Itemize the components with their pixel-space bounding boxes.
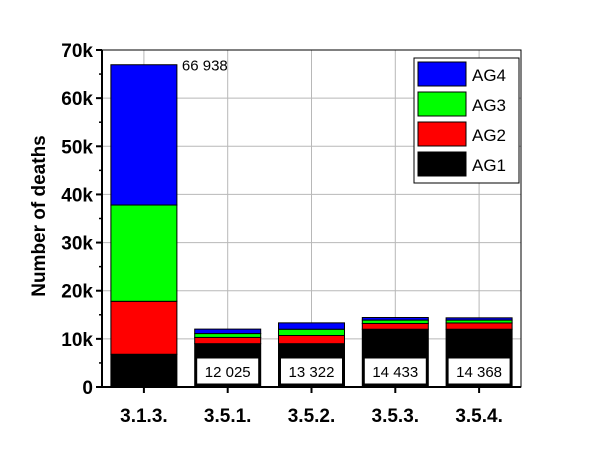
total-label: 66 938 bbox=[182, 58, 228, 75]
bar-segment-ag3 bbox=[278, 328, 345, 336]
total-label-box bbox=[196, 357, 260, 385]
total-label: 14 433 bbox=[372, 364, 418, 381]
x-tick-label: 3.5.2. bbox=[288, 406, 336, 427]
y-tick-label: 0 bbox=[82, 378, 93, 399]
total-label-box bbox=[280, 357, 343, 385]
legend-label-ag2: AG2 bbox=[472, 126, 506, 145]
legend-label-ag1: AG1 bbox=[472, 156, 506, 175]
bar-segment-ag2 bbox=[278, 334, 345, 345]
bar-segment-ag3 bbox=[361, 319, 429, 324]
y-tick-label: 30k bbox=[61, 234, 93, 255]
bar-segment-ag4 bbox=[194, 328, 262, 335]
total-label: 13 322 bbox=[289, 364, 335, 381]
y-axis-label: Number of deaths bbox=[29, 135, 50, 297]
y-tick-label: 50k bbox=[61, 137, 93, 158]
x-tick-label: 3.1.3. bbox=[120, 406, 168, 427]
bar-segment-ag2 bbox=[194, 336, 262, 345]
bar-segment-ag2 bbox=[110, 300, 178, 355]
legend-swatch-ag2 bbox=[417, 121, 467, 147]
total-label-box bbox=[363, 357, 427, 385]
bar-segment-ag2 bbox=[361, 322, 429, 330]
bar-segment-ag1 bbox=[110, 353, 178, 388]
bar-segment-ag4 bbox=[445, 317, 513, 321]
x-tick-label: 3.5.1. bbox=[204, 406, 252, 427]
legend-swatch-ag4 bbox=[417, 61, 467, 87]
bar-segment-ag4 bbox=[278, 322, 345, 330]
total-label-box bbox=[447, 357, 511, 385]
total-label: 14 368 bbox=[456, 364, 502, 381]
total-label: 12 025 bbox=[205, 364, 251, 381]
legend-swatch-ag3 bbox=[417, 91, 467, 117]
legend-label-ag4: AG4 bbox=[472, 66, 506, 85]
bar-segment-ag4 bbox=[361, 317, 429, 321]
bar-segment-ag3 bbox=[110, 204, 178, 302]
y-tick-label: 60k bbox=[61, 89, 93, 110]
y-tick-label: 10k bbox=[61, 330, 93, 351]
y-tick-label: 40k bbox=[61, 185, 93, 206]
y-tick-label: 20k bbox=[61, 282, 93, 303]
legend-label-ag3: AG3 bbox=[472, 96, 506, 115]
bar-segment-ag2 bbox=[445, 322, 513, 330]
y-tick-label: 70k bbox=[61, 41, 93, 62]
legend-swatch-ag1 bbox=[417, 151, 467, 177]
x-tick-label: 3.5.3. bbox=[372, 406, 420, 427]
bar-segment-ag4 bbox=[110, 64, 178, 206]
bar-segment-ag3 bbox=[194, 333, 262, 338]
x-tick-label: 3.5.4. bbox=[455, 406, 503, 427]
